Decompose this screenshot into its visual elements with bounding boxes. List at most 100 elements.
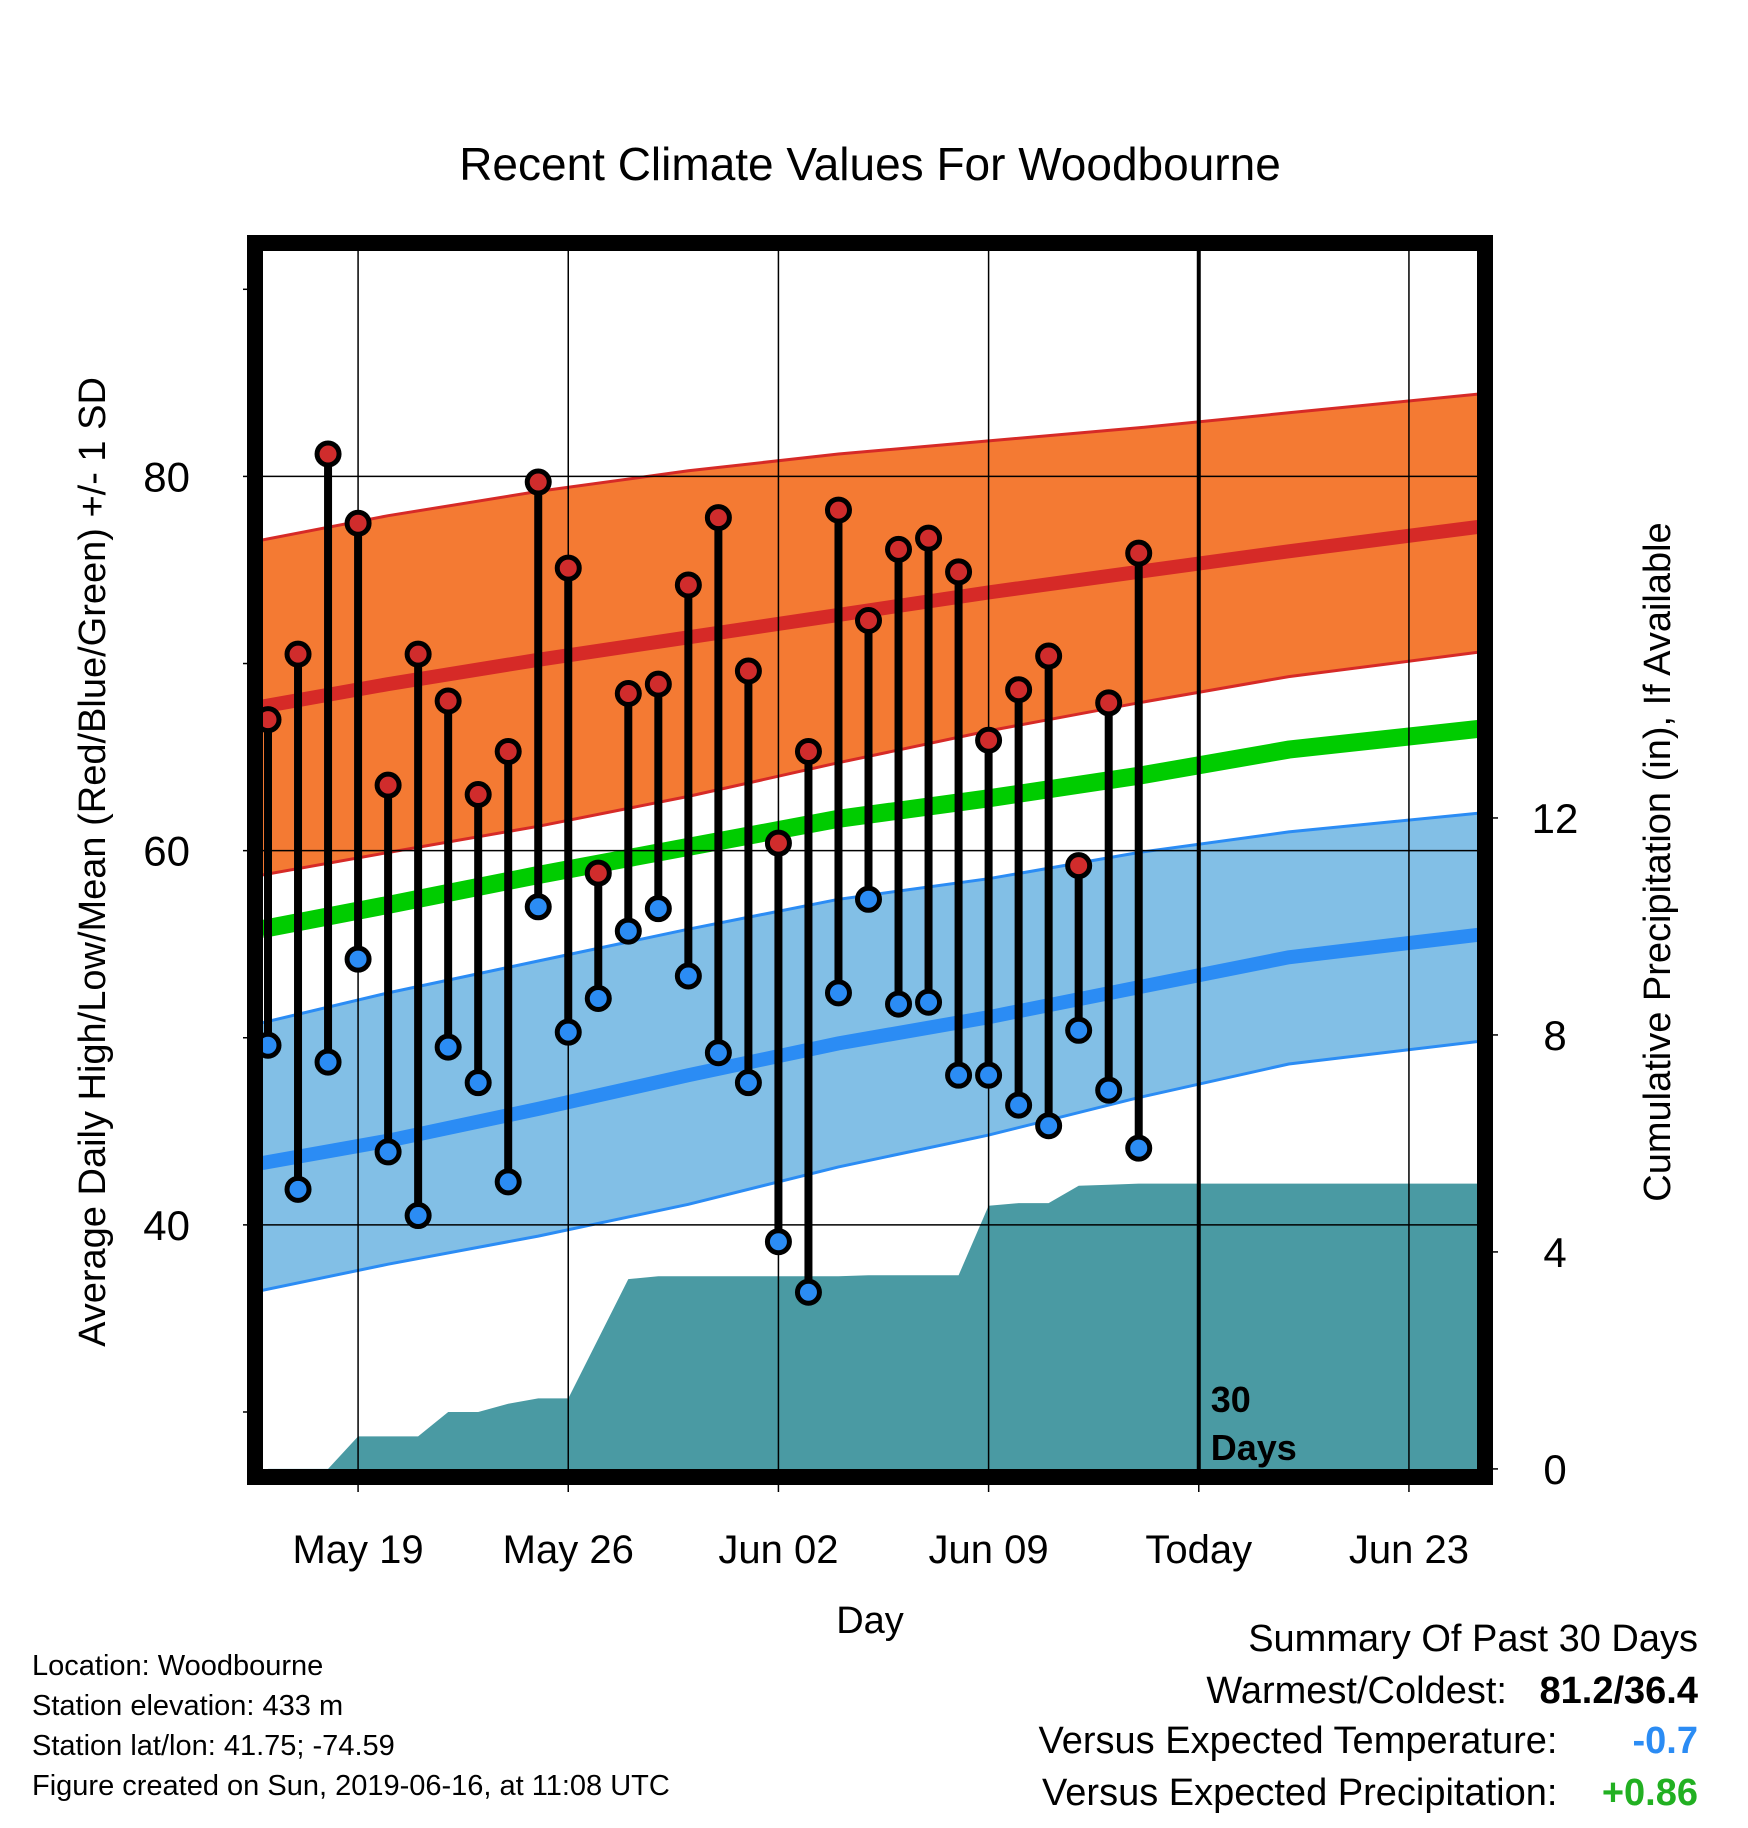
temp-value: -0.7 xyxy=(1632,1720,1698,1762)
observed-high-point xyxy=(1095,689,1123,717)
observed-high-point xyxy=(284,640,312,668)
y-left-tick-label: 80 xyxy=(143,453,190,500)
x-tick-label: May 19 xyxy=(292,1528,423,1572)
info-created: Figure created on Sun, 2019-06-16, at 11… xyxy=(32,1770,670,1802)
x-tick-label: Jun 02 xyxy=(718,1528,838,1572)
observed-high-point xyxy=(704,504,732,532)
observed-low-point xyxy=(885,990,913,1018)
observed-high-point xyxy=(1065,852,1093,880)
x-tick-label: Jun 23 xyxy=(1349,1528,1469,1572)
x-tick-label: Today xyxy=(1145,1528,1252,1572)
observed-low-point xyxy=(404,1202,432,1230)
observed-low-point xyxy=(1005,1091,1033,1119)
observed-low-point xyxy=(464,1069,492,1097)
y-axis-label-right: Cumulative Precipitation (in), If Availa… xyxy=(1637,522,1679,1201)
observed-high-point xyxy=(674,571,702,599)
observed-high-point xyxy=(554,554,582,582)
observed-high-point xyxy=(404,640,432,668)
observed-low-point xyxy=(554,1018,582,1046)
observed-low-point xyxy=(975,1061,1003,1089)
observed-high-point xyxy=(374,771,402,799)
observed-high-point xyxy=(1035,642,1063,670)
temp-label: Versus Expected Temperature: xyxy=(1038,1720,1558,1762)
observed-low-point xyxy=(1035,1112,1063,1140)
y-left-tick-label: 60 xyxy=(143,828,190,875)
observed-low-point xyxy=(1125,1134,1153,1162)
observed-low-point xyxy=(734,1069,762,1097)
observed-high-point xyxy=(885,535,913,563)
observed-low-point xyxy=(262,1031,282,1059)
observed-low-point xyxy=(854,885,882,913)
observed-low-point xyxy=(524,893,552,921)
observed-high-point xyxy=(915,524,943,552)
observed-low-point xyxy=(794,1278,822,1306)
observed-low-point xyxy=(644,895,672,923)
y-right-tick-label: 0 xyxy=(1543,1446,1566,1493)
observed-high-point xyxy=(734,657,762,685)
observed-low-point xyxy=(824,979,852,1007)
plot-content: 30 Days xyxy=(262,250,1478,1470)
observed-high-point xyxy=(434,687,462,715)
plot-area: 30 Days 40 60 80 0 4 8 12 May 19 May 26 Jun 02 Jun 0… xyxy=(143,235,1579,1572)
today-annotation-0: 30 xyxy=(1211,1379,1251,1420)
normal-high-upper-line xyxy=(262,392,1478,542)
station-info: Location: Woodbourne Station elevation: … xyxy=(32,1646,670,1806)
observed-high-point xyxy=(1005,676,1033,704)
observed-high-point xyxy=(644,670,672,698)
y-right-tick-label: 12 xyxy=(1532,795,1579,842)
observed-high-point xyxy=(794,737,822,765)
observed-low-point xyxy=(764,1228,792,1256)
info-latlon: Station lat/lon: 41.75; -74.59 xyxy=(32,1730,395,1762)
y-right-tick-label: 8 xyxy=(1543,1012,1566,1059)
observed-high-point xyxy=(824,496,852,524)
today-annotation-1: Days xyxy=(1211,1427,1297,1468)
observed-high-point xyxy=(854,606,882,634)
observed-high-point xyxy=(314,440,342,468)
observed-low-point xyxy=(584,984,612,1012)
normal-low-band xyxy=(262,813,1478,1291)
normal-low-lower-line xyxy=(262,1040,1478,1292)
observed-low-point xyxy=(915,988,943,1016)
info-elevation: Station elevation: 433 m xyxy=(32,1690,344,1722)
observed-low-point xyxy=(374,1138,402,1166)
observed-low-point xyxy=(494,1168,522,1196)
observed-high-point xyxy=(975,726,1003,754)
observed-high-point xyxy=(262,706,282,734)
observed-high-point xyxy=(584,859,612,887)
y-axis-label-left: Average Daily High/Low/Mean (Red/Blue/Gr… xyxy=(72,377,114,1347)
normal-low-mean-line xyxy=(262,927,1478,1170)
observed-high-point xyxy=(494,737,522,765)
observed-low-point xyxy=(284,1175,312,1203)
observed-high-point xyxy=(464,781,492,809)
observed-low-point xyxy=(314,1048,342,1076)
observed-low-point xyxy=(945,1061,973,1089)
observed-high-point xyxy=(764,829,792,857)
summary-warmest-coldest: Warmest/Coldest: 81.2/36.4 xyxy=(1206,1670,1698,1713)
info-location: Location: Woodbourne xyxy=(32,1650,324,1682)
observed-low-point xyxy=(614,917,642,945)
summary-temp: Versus Expected Temperature: -0.7 xyxy=(1039,1720,1698,1763)
summary-title: Summary Of Past 30 Days xyxy=(1248,1618,1698,1660)
observed-high-point xyxy=(524,468,552,496)
plot-frame xyxy=(247,235,1493,1485)
observed-low-point xyxy=(674,962,702,990)
warmest-coldest-value: 81.2/36.4 xyxy=(1539,1670,1698,1712)
observed-high-point xyxy=(614,679,642,707)
precip-label: Versus Expected Precipitation: xyxy=(1042,1772,1558,1814)
precip-value: +0.86 xyxy=(1601,1772,1698,1814)
observed-low-point xyxy=(344,945,372,973)
x-tick-label: May 26 xyxy=(503,1528,634,1572)
y-left-tick-label: 40 xyxy=(143,1202,190,1249)
cumulative-precip-area xyxy=(268,1183,1478,1470)
observed-high-point xyxy=(945,558,973,586)
x-tick-label: Jun 09 xyxy=(929,1528,1049,1572)
y-right-tick-label: 4 xyxy=(1543,1229,1566,1276)
observed-high-point xyxy=(1125,539,1153,567)
observed-low-point xyxy=(704,1039,732,1067)
warmest-coldest-label: Warmest/Coldest: xyxy=(1206,1670,1507,1712)
summary-precip: Versus Expected Precipitation: +0.86 xyxy=(1042,1772,1698,1815)
observed-low-point xyxy=(434,1033,462,1061)
observed-high-point xyxy=(344,509,372,537)
observed-low-point xyxy=(1095,1076,1123,1104)
